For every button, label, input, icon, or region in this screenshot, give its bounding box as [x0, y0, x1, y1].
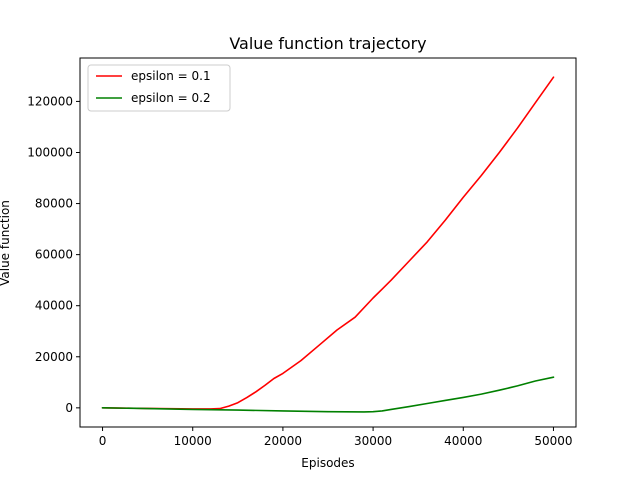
legend: epsilon = 0.1 epsilon = 0.2	[87, 64, 231, 112]
y-axis: 0 20000 40000 60000 80000 100000 120000	[27, 94, 80, 415]
y-tick-label: 120000	[27, 94, 73, 108]
plot-frame	[79, 57, 577, 428]
x-tick-label: 10000	[174, 434, 212, 448]
x-tick-label: 40000	[444, 434, 482, 448]
y-tick-label: 0	[65, 401, 73, 415]
x-tick-label: 20000	[264, 434, 302, 448]
series-line-2	[101, 376, 555, 413]
x-tick-label: 0	[99, 434, 107, 448]
y-tick-label: 20000	[35, 350, 73, 364]
x-tick-label: 30000	[354, 434, 392, 448]
x-tick-label: 50000	[534, 434, 572, 448]
y-tick-label: 80000	[35, 197, 73, 211]
chart-title: Value function trajectory	[229, 34, 426, 53]
x-axis: 0 10000 20000 30000 40000 50000	[99, 427, 573, 448]
y-tick-label: 100000	[27, 145, 73, 159]
legend-label-1: epsilon = 0.1	[131, 69, 211, 83]
y-axis-title: Value function	[0, 200, 12, 286]
plot-content	[101, 76, 555, 413]
legend-label-2: epsilon = 0.2	[131, 91, 211, 105]
series-line-1	[101, 76, 555, 410]
x-axis-title: Episodes	[301, 456, 354, 470]
y-tick-label: 40000	[35, 299, 73, 313]
y-tick-label: 60000	[35, 248, 73, 262]
legend-box	[87, 64, 231, 112]
